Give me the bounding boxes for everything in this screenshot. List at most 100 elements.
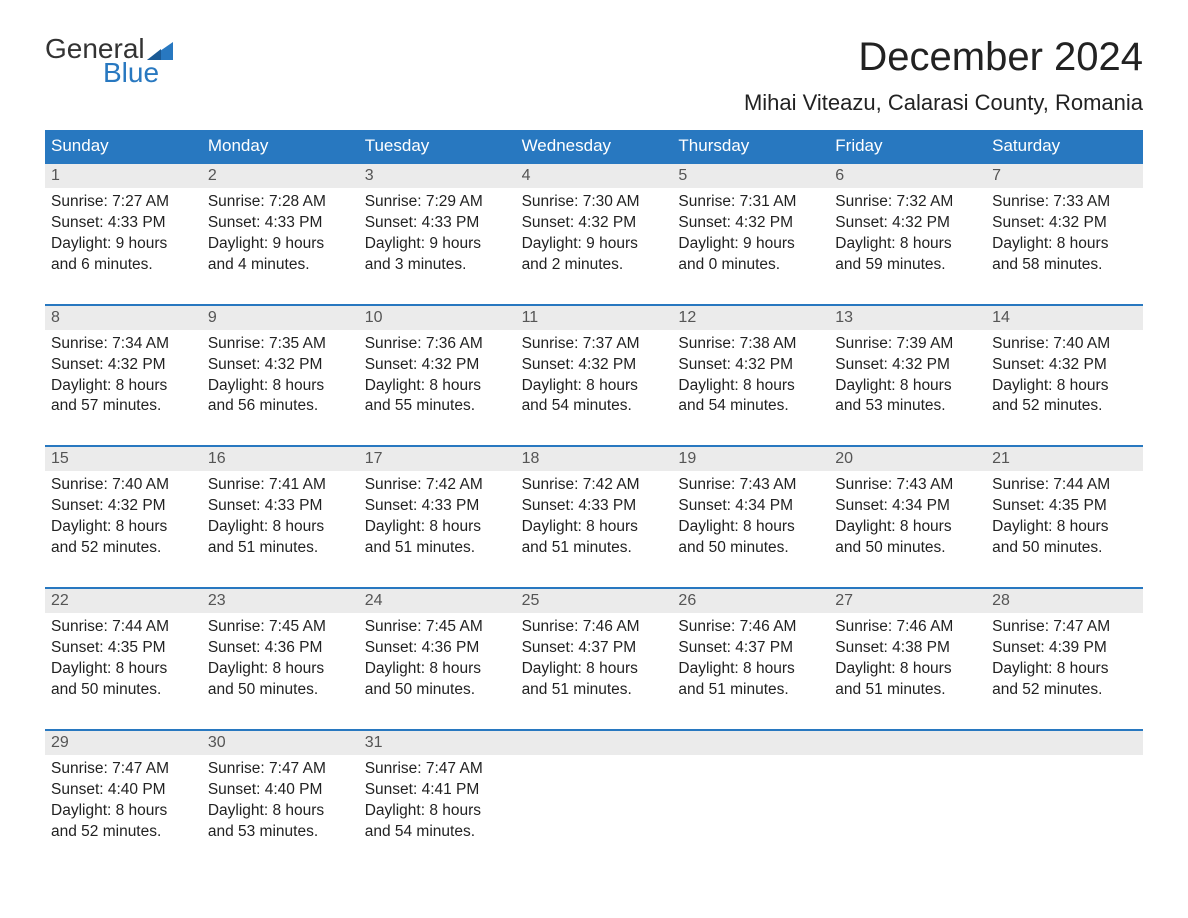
sunset-line: Sunset: 4:32 PM (365, 355, 510, 376)
week-row: 891011121314Sunrise: 7:34 AMSunset: 4:32… (45, 304, 1143, 426)
day-number: 11 (516, 306, 673, 330)
daylight-line-2: and 52 minutes. (992, 396, 1137, 417)
sunrise-line: Sunrise: 7:47 AM (51, 759, 196, 780)
daylight-line-2: and 50 minutes. (365, 680, 510, 701)
day-number: 12 (672, 306, 829, 330)
day-number: 2 (202, 164, 359, 188)
daylight-line-2: and 0 minutes. (678, 255, 823, 276)
sunset-line: Sunset: 4:34 PM (678, 496, 823, 517)
day-number: 21 (986, 447, 1143, 471)
day-cell: Sunrise: 7:46 AMSunset: 4:38 PMDaylight:… (829, 613, 986, 709)
sunset-line: Sunset: 4:35 PM (51, 638, 196, 659)
sunset-line: Sunset: 4:40 PM (208, 780, 353, 801)
calendar: SundayMondayTuesdayWednesdayThursdayFrid… (45, 130, 1143, 850)
weekday-header: Friday (829, 130, 986, 162)
day-number: 19 (672, 447, 829, 471)
weekday-header: Thursday (672, 130, 829, 162)
day-number-row: 293031 (45, 731, 1143, 755)
sunset-line: Sunset: 4:40 PM (51, 780, 196, 801)
daylight-line-1: Daylight: 8 hours (835, 659, 980, 680)
daylight-line-2: and 50 minutes. (835, 538, 980, 559)
daylight-line-1: Daylight: 8 hours (365, 376, 510, 397)
day-number: 16 (202, 447, 359, 471)
sunrise-line: Sunrise: 7:44 AM (51, 617, 196, 638)
sunrise-line: Sunrise: 7:40 AM (992, 334, 1137, 355)
daylight-line-1: Daylight: 8 hours (992, 234, 1137, 255)
daylight-line-1: Daylight: 8 hours (51, 801, 196, 822)
daylight-line-2: and 51 minutes. (365, 538, 510, 559)
daylight-line-2: and 52 minutes. (51, 538, 196, 559)
daylight-line-2: and 53 minutes. (835, 396, 980, 417)
sunrise-line: Sunrise: 7:38 AM (678, 334, 823, 355)
day-number: 3 (359, 164, 516, 188)
sunset-line: Sunset: 4:33 PM (208, 496, 353, 517)
sunrise-line: Sunrise: 7:47 AM (208, 759, 353, 780)
week-row: 15161718192021Sunrise: 7:40 AMSunset: 4:… (45, 445, 1143, 567)
day-cell: Sunrise: 7:47 AMSunset: 4:40 PMDaylight:… (202, 755, 359, 851)
day-number: 25 (516, 589, 673, 613)
sunset-line: Sunset: 4:37 PM (678, 638, 823, 659)
day-number: 29 (45, 731, 202, 755)
daylight-line-2: and 59 minutes. (835, 255, 980, 276)
day-cell: Sunrise: 7:39 AMSunset: 4:32 PMDaylight:… (829, 330, 986, 426)
day-cell: Sunrise: 7:38 AMSunset: 4:32 PMDaylight:… (672, 330, 829, 426)
daylight-line-1: Daylight: 8 hours (365, 517, 510, 538)
day-cell: Sunrise: 7:47 AMSunset: 4:41 PMDaylight:… (359, 755, 516, 851)
day-number: 26 (672, 589, 829, 613)
daylight-line-1: Daylight: 8 hours (208, 376, 353, 397)
weeks-container: 1234567Sunrise: 7:27 AMSunset: 4:33 PMDa… (45, 162, 1143, 850)
daylight-line-1: Daylight: 8 hours (992, 376, 1137, 397)
daylight-line-2: and 50 minutes. (992, 538, 1137, 559)
daylight-line-1: Daylight: 9 hours (208, 234, 353, 255)
day-number-row: 15161718192021 (45, 447, 1143, 471)
daylight-line-2: and 52 minutes. (992, 680, 1137, 701)
daylight-line-1: Daylight: 8 hours (678, 376, 823, 397)
sunset-line: Sunset: 4:32 PM (51, 355, 196, 376)
day-cell: Sunrise: 7:42 AMSunset: 4:33 PMDaylight:… (516, 471, 673, 567)
weekday-header: Wednesday (516, 130, 673, 162)
sunset-line: Sunset: 4:32 PM (678, 213, 823, 234)
day-cell: Sunrise: 7:41 AMSunset: 4:33 PMDaylight:… (202, 471, 359, 567)
day-cell (986, 755, 1143, 851)
day-number: 5 (672, 164, 829, 188)
sunset-line: Sunset: 4:33 PM (522, 496, 667, 517)
daylight-line-2: and 50 minutes. (51, 680, 196, 701)
daylight-line-1: Daylight: 8 hours (522, 517, 667, 538)
month-title: December 2024 (744, 35, 1143, 80)
sunrise-line: Sunrise: 7:33 AM (992, 192, 1137, 213)
day-cell: Sunrise: 7:27 AMSunset: 4:33 PMDaylight:… (45, 188, 202, 284)
location-text: Mihai Viteazu, Calarasi County, Romania (744, 90, 1143, 116)
daylight-line-1: Daylight: 8 hours (365, 659, 510, 680)
daylight-line-2: and 55 minutes. (365, 396, 510, 417)
day-cell: Sunrise: 7:28 AMSunset: 4:33 PMDaylight:… (202, 188, 359, 284)
sunrise-line: Sunrise: 7:42 AM (522, 475, 667, 496)
day-cell: Sunrise: 7:44 AMSunset: 4:35 PMDaylight:… (986, 471, 1143, 567)
day-cell: Sunrise: 7:43 AMSunset: 4:34 PMDaylight:… (672, 471, 829, 567)
day-number: 23 (202, 589, 359, 613)
daylight-line-1: Daylight: 8 hours (835, 517, 980, 538)
day-cell: Sunrise: 7:45 AMSunset: 4:36 PMDaylight:… (359, 613, 516, 709)
day-number: 14 (986, 306, 1143, 330)
day-number: 20 (829, 447, 986, 471)
daylight-line-1: Daylight: 8 hours (522, 659, 667, 680)
sunrise-line: Sunrise: 7:46 AM (678, 617, 823, 638)
daylight-line-1: Daylight: 8 hours (522, 376, 667, 397)
sunrise-line: Sunrise: 7:29 AM (365, 192, 510, 213)
day-cell (516, 755, 673, 851)
day-number: 15 (45, 447, 202, 471)
sunrise-line: Sunrise: 7:42 AM (365, 475, 510, 496)
daylight-line-1: Daylight: 8 hours (365, 801, 510, 822)
daylight-line-2: and 51 minutes. (522, 680, 667, 701)
sunrise-line: Sunrise: 7:37 AM (522, 334, 667, 355)
day-cell: Sunrise: 7:36 AMSunset: 4:32 PMDaylight:… (359, 330, 516, 426)
weekday-header: Tuesday (359, 130, 516, 162)
sunset-line: Sunset: 4:32 PM (51, 496, 196, 517)
week-row: 1234567Sunrise: 7:27 AMSunset: 4:33 PMDa… (45, 162, 1143, 284)
day-cell: Sunrise: 7:31 AMSunset: 4:32 PMDaylight:… (672, 188, 829, 284)
day-number: 4 (516, 164, 673, 188)
sunrise-line: Sunrise: 7:41 AM (208, 475, 353, 496)
daylight-line-1: Daylight: 8 hours (835, 234, 980, 255)
daylight-line-2: and 51 minutes. (522, 538, 667, 559)
daylight-line-2: and 57 minutes. (51, 396, 196, 417)
day-number: 1 (45, 164, 202, 188)
